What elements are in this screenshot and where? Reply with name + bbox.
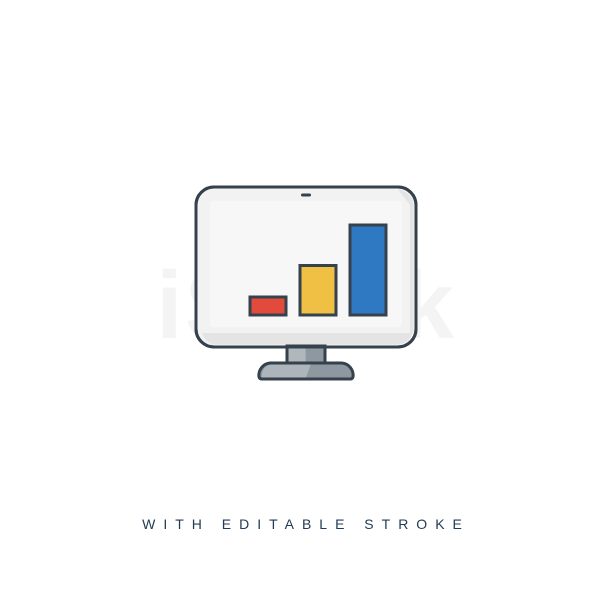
chart-bar bbox=[250, 297, 286, 315]
monitor-icon bbox=[186, 179, 426, 393]
chart-bar bbox=[350, 225, 386, 315]
caption-text: WITH EDITABLE STROKE bbox=[0, 516, 612, 532]
chart-bar bbox=[300, 266, 336, 316]
stage: iStock WITH EDITABLE STROKE bbox=[0, 0, 612, 612]
